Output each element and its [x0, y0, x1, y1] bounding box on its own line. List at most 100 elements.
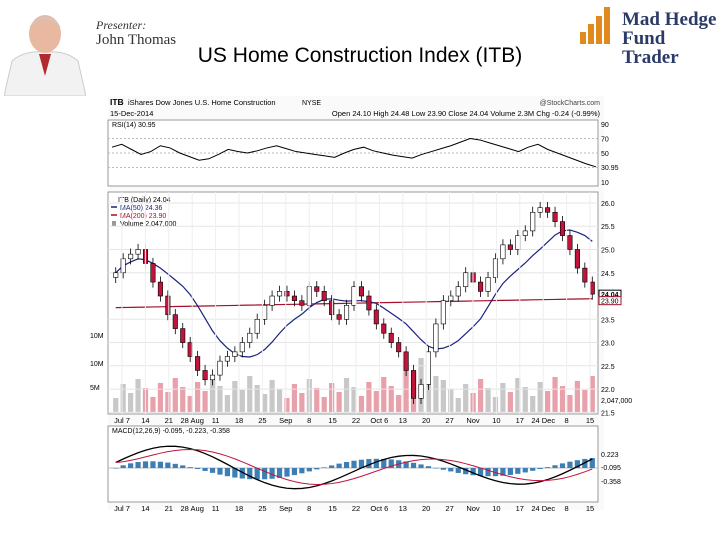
volume-bar: [396, 395, 402, 412]
macd-histogram-bar: [507, 468, 513, 475]
x-tick-label-bottom: 15: [328, 504, 336, 513]
macd-histogram-bar: [217, 468, 223, 475]
macd-histogram-bar: [455, 468, 461, 473]
volume-bar: [582, 390, 588, 412]
macd-histogram-bar: [336, 463, 342, 468]
macd-histogram-bar: [358, 459, 365, 468]
macd-histogram-bar: [195, 468, 201, 470]
ohlc-header: Open 24.10 High 24.48 Low 23.90 Close 24…: [332, 109, 601, 118]
price-tick: 23.0: [601, 341, 615, 348]
candle-body: [492, 258, 499, 278]
candle-body: [135, 249, 141, 255]
x-tick-label-bottom: 10: [492, 504, 500, 513]
x-tick-label-bottom: Nov: [466, 504, 480, 513]
macd-histogram-bar: [113, 468, 119, 469]
macd-histogram-bar: [351, 460, 357, 468]
candle-body: [545, 207, 551, 213]
volume-bar: [299, 393, 305, 412]
presenter-name: John Thomas: [96, 32, 177, 48]
legend-ma50: MA(50) 24.36: [120, 205, 163, 212]
candle-body: [254, 318, 260, 334]
volume-bar: [321, 397, 327, 412]
macd-histogram-bar: [187, 467, 193, 468]
price-tick: 26.0: [601, 201, 615, 208]
x-tick-label-bottom: 28 Aug: [181, 504, 204, 513]
candle-body: [485, 277, 491, 292]
source-label: @StockCharts.com: [540, 100, 601, 107]
macd-histogram-bar: [120, 465, 126, 468]
candle-body: [299, 300, 305, 306]
volume-bar: [544, 391, 551, 412]
macd-histogram-bar: [284, 468, 290, 477]
x-tick-label: 15: [586, 416, 594, 425]
macd-histogram-bar: [418, 464, 424, 468]
volume-bar: [180, 387, 186, 412]
candle-body: [329, 300, 335, 315]
price-tick: 21.5: [601, 410, 615, 417]
candle-body: [247, 332, 253, 343]
macd-histogram-bar: [403, 461, 409, 468]
macd-tick: 0.223: [601, 452, 619, 459]
volume-bar: [343, 378, 350, 412]
x-tick-label: 11: [212, 416, 220, 425]
macd-histogram-bar: [477, 468, 484, 476]
macd-histogram-bar: [425, 466, 432, 468]
rsi-label: RSI(14) 30.95: [112, 122, 156, 129]
macd-histogram-bar: [209, 468, 216, 473]
price-tick: 24.04: [601, 292, 619, 299]
x-tick-label: 14: [141, 416, 149, 425]
symbol-label: ITB: [110, 97, 124, 107]
volume-value-tick: 2,047,000: [601, 398, 632, 405]
macd-histogram-bar: [381, 458, 387, 468]
macd-histogram-bar: [433, 467, 439, 469]
candle-body: [418, 384, 424, 399]
macd-histogram-bar: [559, 463, 566, 468]
x-tick-label: 8: [307, 416, 311, 425]
candle-body: [403, 351, 409, 371]
x-tick-label: 20: [422, 416, 430, 425]
x-axis-labels: Jul 7 Jul 7 14 14 21 21 28 Aug 28 Aug 11 11 18 18 25…: [114, 192, 594, 513]
candle-body: [120, 258, 126, 274]
volume-bar: [172, 378, 178, 412]
candle-body: [411, 370, 417, 399]
macd-histogram-bar: [388, 459, 394, 468]
macd-histogram-bar: [515, 468, 521, 474]
candle-body: [433, 323, 439, 353]
candle-body: [507, 244, 513, 250]
x-tick-label: 15: [328, 416, 336, 425]
candle-body: [344, 305, 350, 320]
x-tick-label-bottom: 8: [307, 504, 311, 513]
macd-histogram-bar: [262, 468, 268, 480]
volume-bar: [113, 398, 119, 412]
candle-body: [455, 286, 461, 297]
volume-bar: [485, 388, 491, 412]
candle-body: [314, 286, 320, 292]
macd-histogram-bar: [135, 462, 141, 468]
x-tick-label: 13: [399, 416, 407, 425]
candle-body: [277, 291, 283, 297]
x-tick-label-bottom: 22: [352, 504, 360, 513]
volume-bar: [559, 386, 566, 412]
candle-body: [321, 291, 327, 301]
volume-bar: [589, 376, 595, 412]
macd-label: MACD(12,26,9) -0.095, -0.223, -0.358: [112, 428, 230, 435]
macd-histogram-bar: [128, 463, 134, 468]
rsi-tick: 10: [601, 180, 609, 187]
macd-histogram-bar: [150, 461, 156, 468]
volume-bar: [209, 377, 216, 412]
volume-bar: [336, 392, 342, 412]
legend-ma200: MA(200) 23.90: [120, 213, 166, 220]
macd-histogram-bar: [180, 465, 186, 468]
candle-body: [157, 281, 163, 297]
candle-body: [478, 281, 484, 292]
macd-panel: 0.223 -0.095 -0.358: [108, 445, 621, 490]
volume-bar: [358, 396, 365, 412]
candle-body: [373, 309, 379, 325]
x-tick-label-bottom: 11: [212, 504, 220, 513]
candle-body: [180, 328, 186, 343]
macd-histogram-bar: [574, 460, 580, 468]
macd-histogram-bar: [470, 468, 476, 476]
macd-histogram-bar: [500, 468, 506, 476]
macd-histogram-bar: [567, 461, 573, 468]
volume-bar: [448, 389, 454, 412]
